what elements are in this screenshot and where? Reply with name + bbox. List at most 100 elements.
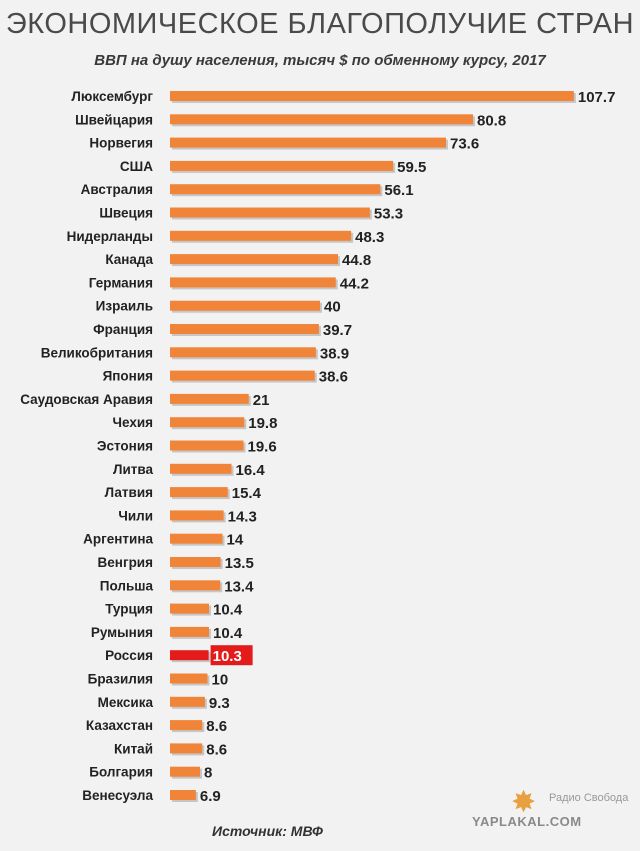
- bar: [170, 580, 221, 591]
- value-label: 59.5: [397, 159, 426, 176]
- category-label: Аргентина: [83, 532, 153, 547]
- bar: [170, 347, 316, 358]
- category-label: Германия: [89, 275, 153, 290]
- value-label: 19.6: [248, 439, 277, 456]
- category-label: Норвегия: [89, 136, 153, 151]
- category-label: Литва: [113, 462, 154, 477]
- bar: [170, 743, 203, 754]
- watermark: YAPLAKAL.COM: [472, 814, 582, 829]
- bar: [170, 300, 320, 311]
- bar: [170, 137, 446, 148]
- bar: [170, 650, 209, 661]
- value-label: 44.8: [342, 252, 371, 269]
- value-label: 19.8: [248, 415, 277, 432]
- value-label: 8: [204, 765, 212, 782]
- value-label: 8.6: [206, 718, 227, 735]
- value-label: 15.4: [232, 485, 262, 502]
- category-label: Эстония: [97, 439, 153, 454]
- category-label: США: [120, 159, 153, 174]
- category-label: Мексика: [98, 695, 154, 710]
- bar: [170, 324, 319, 334]
- category-label: Польша: [100, 578, 154, 593]
- bar: [170, 393, 249, 404]
- value-label-highlight: [210, 645, 253, 666]
- category-label: Нидерланды: [67, 229, 153, 244]
- category-label: Румыния: [91, 625, 153, 640]
- bar: [170, 510, 224, 521]
- category-label: Венгрия: [98, 555, 153, 570]
- value-label: 10: [212, 672, 229, 689]
- value-label: 8.6: [206, 741, 227, 758]
- value-label: 10.3: [213, 648, 242, 665]
- value-label: 38.9: [320, 345, 349, 362]
- bar: [170, 440, 244, 451]
- value-label: 21: [253, 392, 270, 409]
- bar: [170, 720, 203, 731]
- category-label: Венесуэла: [82, 788, 153, 803]
- value-label: 9.3: [209, 695, 230, 712]
- value-label: 6.9: [200, 788, 221, 805]
- value-label: 13.5: [225, 555, 254, 572]
- bar: [170, 254, 338, 265]
- bar: [170, 533, 223, 544]
- category-label: Франция: [93, 322, 153, 337]
- star-icon: ✸: [511, 786, 537, 819]
- category-label: Канада: [105, 252, 153, 267]
- value-label: 73.6: [450, 136, 479, 153]
- logo-text: Радио Свобода: [549, 792, 629, 804]
- category-label: Чили: [118, 508, 153, 523]
- value-label: 48.3: [355, 229, 384, 246]
- value-label: 10.4: [213, 602, 243, 619]
- bar: [170, 487, 228, 498]
- source-note: Источник: МВФ: [212, 823, 323, 839]
- category-label: Россия: [105, 648, 153, 663]
- category-label: Саудовская Аравия: [20, 392, 153, 407]
- value-label: 14.3: [228, 508, 257, 525]
- value-label: 40: [324, 299, 341, 316]
- value-label: 53.3: [374, 206, 403, 223]
- bar: [170, 463, 232, 474]
- bar: [170, 557, 221, 567]
- category-label: Казахстан: [86, 718, 153, 733]
- bar: [170, 230, 352, 241]
- value-label: 38.6: [319, 369, 348, 386]
- bar: [170, 417, 245, 428]
- value-label: 16.4: [236, 462, 266, 479]
- bar: [170, 114, 473, 125]
- category-label: Швеция: [99, 206, 153, 221]
- value-label: 10.4: [213, 625, 243, 642]
- bar: [170, 370, 315, 381]
- bar: [170, 766, 200, 777]
- chart-subtitle: ВВП на душу населения, тысяч $ по обменн…: [94, 52, 546, 69]
- bar: [170, 696, 205, 707]
- chart-title: ЭКОНОМИЧЕСКОЕ БЛАГОПОЛУЧИЕ СТРАН: [5, 8, 635, 40]
- bar: [170, 184, 381, 195]
- value-label: 107.7: [578, 89, 616, 106]
- category-label: Турция: [105, 602, 153, 617]
- bar: [170, 626, 209, 637]
- value-label: 13.4: [224, 578, 254, 595]
- bar: [170, 603, 209, 614]
- value-label: 44.2: [340, 275, 369, 292]
- category-label: Чехия: [113, 415, 154, 430]
- value-label: 80.8: [477, 112, 506, 129]
- category-label: Латвия: [105, 485, 153, 500]
- category-label: Израиль: [96, 299, 153, 314]
- bar: [170, 91, 574, 101]
- category-label: Китай: [114, 741, 153, 756]
- category-label: Бразилия: [88, 672, 153, 687]
- bar: [170, 160, 394, 171]
- radio-svoboda-logo: ✸ Радио Свобода: [505, 788, 635, 838]
- category-label: Болгария: [89, 765, 153, 780]
- bar: [170, 790, 196, 800]
- value-label: 56.1: [384, 182, 413, 199]
- value-label: 14: [227, 532, 244, 549]
- category-label: Великобритания: [41, 345, 153, 360]
- bar: [170, 673, 208, 684]
- category-label: Швейцария: [75, 112, 153, 127]
- bar: [170, 277, 336, 288]
- bar: [170, 207, 370, 218]
- category-label: Австралия: [81, 182, 153, 197]
- category-label: Япония: [103, 369, 153, 384]
